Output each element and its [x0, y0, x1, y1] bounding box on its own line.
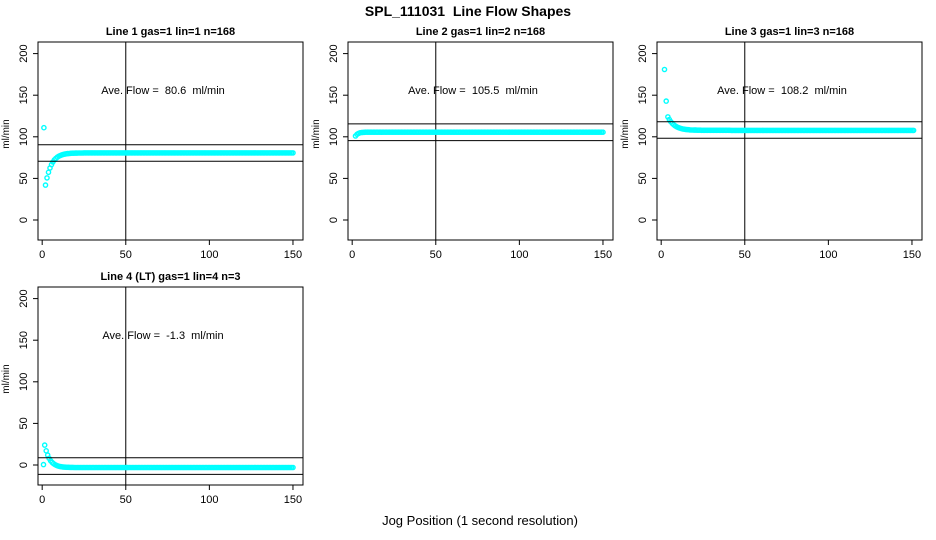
data-point [43, 447, 50, 454]
main-title: SPL_111031 Line Flow Shapes [364, 3, 572, 19]
x-tick-label: 100 [200, 494, 218, 506]
data-point [41, 442, 48, 448]
ave-flow-annotation-line3: Ave. Flow = 108.2 ml/min [717, 85, 847, 97]
y-tick-label: 50 [328, 172, 340, 184]
x-tick-label: 50 [120, 249, 132, 261]
data-point [600, 129, 606, 135]
y-tick-label: 150 [328, 86, 340, 104]
plot-box [347, 41, 614, 241]
y-tick-label: 150 [18, 86, 30, 104]
data-point [910, 127, 917, 134]
ave-flow-annotation-line4: Ave. Flow = -1.3 ml/min [102, 330, 224, 342]
x-tick-label: 100 [819, 249, 837, 261]
y-tick-label: 50 [637, 172, 649, 184]
y-tick-label: 200 [18, 289, 30, 307]
y-tick-label: 100 [637, 128, 649, 146]
y-tick-label: 50 [18, 417, 30, 429]
panel-title-line4: Line 4 (LT) gas=1 lin=4 n=3 [100, 271, 241, 283]
data-point [42, 182, 49, 188]
panel-line1: Line 1 gas=1 lin=1 n=168 Ave. Flow = 80.… [0, 22, 313, 272]
data-point [45, 169, 52, 176]
x-tick-label: 0 [39, 494, 45, 506]
x-tick-label: 150 [594, 249, 612, 261]
y-tick-label: 200 [18, 44, 30, 62]
data-point [40, 461, 47, 468]
x-tick-label: 150 [903, 249, 921, 261]
y-tick-label: 150 [637, 86, 649, 104]
y-tick-label: 100 [18, 373, 30, 391]
y-tick-label: 100 [18, 128, 30, 146]
y-tick-label: 200 [328, 44, 340, 62]
panel-line2: Line 2 gas=1 lin=2 n=168 Ave. Flow = 105… [288, 22, 623, 272]
panel-line3: Line 3 gas=1 lin=3 n=168 Ave. Flow = 108… [597, 22, 932, 272]
plot-area-line1: 0 50 100 150 0 50 100 150 200 [18, 41, 304, 261]
x-tick-label: 100 [200, 249, 218, 261]
data-point [41, 124, 47, 131]
x-axis-label: Jog Position (1 second resolution) [382, 513, 578, 528]
x-tick-label: 100 [510, 249, 528, 261]
x-tick-label: 50 [120, 494, 132, 506]
x-tick-label: 50 [739, 249, 751, 261]
y-tick-label: 0 [637, 217, 649, 223]
plot-box [37, 286, 304, 486]
ave-flow-annotation-line2: Ave. Flow = 105.5 ml/min [408, 85, 538, 97]
x-tick-label: 0 [39, 249, 45, 261]
plot-area-line4: 0 50 100 150 0 50 100 150 200 [18, 286, 304, 506]
plot-box [37, 41, 304, 241]
y-tick-label: 200 [637, 44, 649, 62]
data-point [290, 150, 296, 156]
x-tick-label: 0 [658, 249, 664, 261]
plot-area-line3: 0 50 100 150 0 50 100 150 200 [637, 41, 923, 261]
x-tick-label: 0 [349, 249, 355, 261]
data-point [290, 464, 296, 471]
panel-title-line1: Line 1 gas=1 lin=1 n=168 [105, 26, 236, 38]
y-tick-label: 0 [328, 217, 340, 223]
data-point [44, 175, 50, 181]
y-tick-label: 100 [328, 128, 340, 146]
x-tick-label: 150 [284, 494, 302, 506]
data-point [661, 66, 668, 73]
x-tick-label: 50 [430, 249, 442, 261]
panel-title-line3: Line 3 gas=1 lin=3 n=168 [724, 26, 855, 38]
panel-line4: Line 4 (LT) gas=1 lin=4 n=3 Ave. Flow = … [0, 267, 313, 517]
plot-box [656, 41, 923, 241]
y-tick-label: 0 [18, 217, 30, 223]
y-tick-label: 50 [18, 172, 30, 184]
x-tick-label: 150 [284, 249, 302, 261]
y-tick-label: 150 [18, 331, 30, 349]
panel-title-line2: Line 2 gas=1 lin=2 n=168 [415, 26, 546, 38]
data-point [663, 98, 670, 104]
plot-area-line2: 0 50 100 150 0 50 100 150 200 [328, 41, 614, 261]
y-tick-label: 0 [18, 462, 30, 468]
ave-flow-annotation-line1: Ave. Flow = 80.6 ml/min [101, 85, 225, 97]
